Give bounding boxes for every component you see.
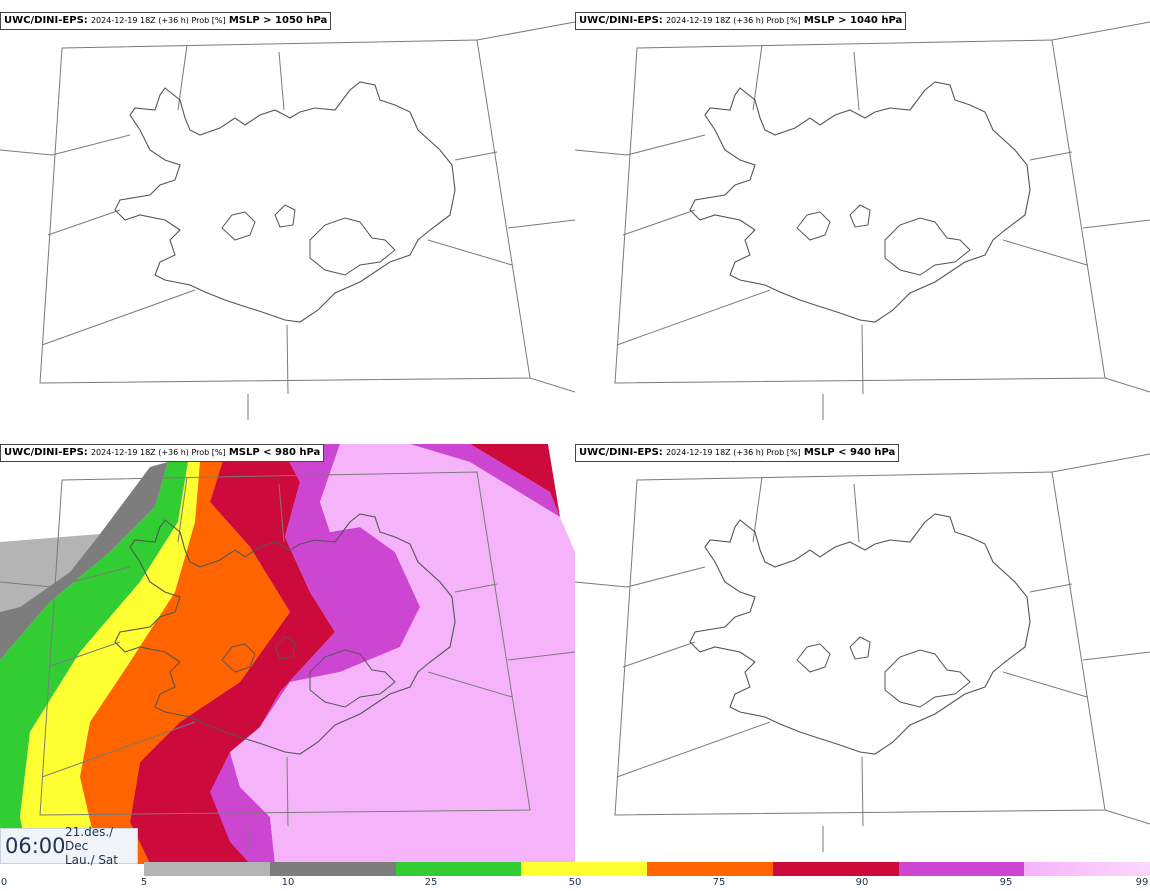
map-panel-mslp-980: UWC/DINI-EPS: 2024-12-19 18Z (+36 h) Pro… <box>0 432 575 864</box>
colorbar-tick: 90 <box>855 877 869 888</box>
colorbar-segment <box>144 862 270 876</box>
colorbar-segment <box>395 862 522 876</box>
map-grid <box>575 21 1150 420</box>
map-grid <box>0 21 575 420</box>
coastline <box>114 81 456 323</box>
colorbar-tick: 50 <box>568 877 582 888</box>
colorbar-segment <box>1024 862 1150 876</box>
colorbar-tick: 99 <box>1135 877 1149 888</box>
map-canvas <box>0 21 575 420</box>
panel-title: UWC/DINI-EPS: 2024-12-19 18Z (+36 h) Pro… <box>0 444 325 462</box>
colorbar-segment <box>898 862 1025 876</box>
valid-date: 21.des./ Dec Lau./ Sat <box>65 825 118 867</box>
map-panel-mslp-1050: UWC/DINI-EPS: 2024-12-19 18Z (+36 h) Pro… <box>0 0 575 432</box>
map-canvas <box>575 453 1150 852</box>
colorbar-tick: 25 <box>424 877 438 888</box>
colorbar-tick: 5 <box>140 877 148 888</box>
coastline <box>114 513 456 755</box>
coastline <box>689 513 1031 755</box>
panel-title: UWC/DINI-EPS: 2024-12-19 18Z (+36 h) Pro… <box>575 444 900 462</box>
colorbar-segment <box>521 862 647 876</box>
map-canvas <box>0 444 575 864</box>
map-panel-mslp-940: UWC/DINI-EPS: 2024-12-19 18Z (+36 h) Pro… <box>575 432 1150 864</box>
colorbar-segment <box>269 862 396 876</box>
panel-title: UWC/DINI-EPS: 2024-12-19 18Z (+36 h) Pro… <box>0 12 332 30</box>
valid-time-box: 06:00 21.des./ Dec Lau./ Sat <box>0 825 138 867</box>
coastline <box>689 81 1031 323</box>
panel-title: UWC/DINI-EPS: 2024-12-19 18Z (+36 h) Pro… <box>575 12 907 30</box>
map-canvas <box>575 21 1150 420</box>
colorbar-segment <box>647 862 773 876</box>
colorbar-tick: 75 <box>712 877 726 888</box>
colorbar-tick: 0 <box>0 877 8 888</box>
colorbar-tick: 10 <box>281 877 295 888</box>
probability-colorbar <box>144 862 1150 876</box>
colorbar-tick: 95 <box>999 877 1013 888</box>
colorbar-segment <box>772 862 899 876</box>
map-panel-mslp-1040: UWC/DINI-EPS: 2024-12-19 18Z (+36 h) Pro… <box>575 0 1150 432</box>
map-grid <box>575 453 1150 852</box>
valid-hour: 06:00 <box>5 834 66 858</box>
